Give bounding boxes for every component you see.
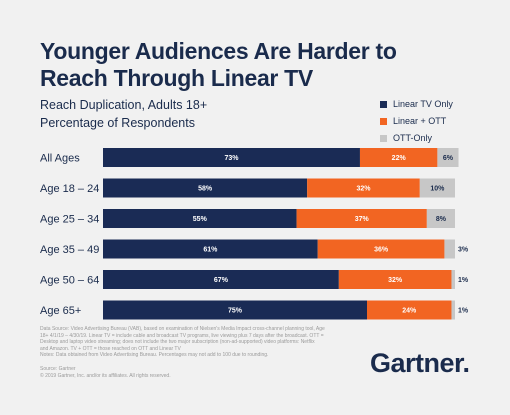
data-label-age-18-24-series-3: 10%	[430, 186, 445, 193]
bar-all-ages-series-1	[103, 148, 360, 167]
data-label-age-35-49-series-3: 3%	[458, 247, 469, 254]
data-label-age-25-34-series-3: 8%	[436, 216, 447, 223]
logo-text: Gartner	[370, 348, 463, 378]
bar-age-18-24-series-1	[103, 178, 308, 198]
data-label-age-65-series-1: 75%	[228, 308, 243, 315]
notes-line-1: Data Source: Video Advertising Bureau (V…	[40, 326, 325, 332]
bar-age-65-series-2	[367, 300, 452, 320]
chart-notes: Data Source: Video Advertising Bureau (V…	[40, 326, 360, 359]
bar-age-65-series-1	[103, 300, 367, 320]
data-label-age-50-64-series-3: 1%	[458, 277, 469, 284]
data-label-age-65-series-2: 24%	[402, 308, 417, 315]
bar-age-65-series-3	[451, 300, 455, 320]
bar-age-50-64-series-3	[451, 270, 455, 289]
data-label-age-50-64-series-2: 32%	[388, 277, 403, 284]
legend-label-linear-ott: Linear + OTT	[393, 116, 447, 126]
legend-item-ott-only: OTT-Only	[380, 130, 453, 146]
category-label-age-18-24: Age 18 – 24	[40, 183, 99, 195]
data-label-age-65-series-3: 1%	[458, 308, 469, 315]
copyright-line: © 2019 Gartner, Inc. and/or its affiliat…	[40, 373, 171, 379]
data-label-age-50-64-series-1: 67%	[214, 277, 229, 284]
data-label-all-ages-series-1: 73%	[224, 155, 239, 162]
legend-item-linear-ott: Linear + OTT	[380, 113, 453, 129]
category-label-age-65: Age 65+	[40, 305, 81, 317]
logo-dot: .	[462, 348, 471, 378]
bar-age-50-64-series-2	[338, 270, 452, 289]
data-label-age-18-24-series-1: 58%	[198, 186, 213, 193]
category-label-age-35-49: Age 35 – 49	[40, 244, 99, 256]
category-label-age-25-34: Age 25 – 34	[40, 214, 99, 226]
legend-label-ott-only: OTT-Only	[393, 133, 433, 143]
bar-all-ages-series-3	[437, 148, 459, 167]
bar-age-35-49-series-3	[444, 239, 455, 259]
chart-legend: Linear TV Only Linear + OTT OTT-Only	[380, 96, 453, 147]
chart-source: Source: Gartner © 2019 Gartner, Inc. and…	[40, 366, 171, 380]
legend-swatch-linear-tv-only	[380, 100, 387, 108]
data-label-age-35-49-series-1: 61%	[203, 247, 218, 254]
subtitle-line-1: Reach Duplication, Adults 18+	[40, 98, 208, 112]
chart-subtitle: Reach Duplication, Adults 18+ Percentage…	[40, 96, 207, 132]
legend-item-linear-tv-only: Linear TV Only	[380, 96, 453, 112]
data-label-age-25-34-series-1: 55%	[193, 216, 208, 223]
notes-line-2: 18+ 4/1/19 – 4/30/19. Linear TV = includ…	[40, 332, 324, 339]
bar-age-25-34-series-3	[426, 209, 455, 228]
bar-all-ages-series-2	[359, 148, 438, 167]
bar-age-35-49-series-2	[317, 239, 445, 259]
data-label-all-ages-series-2: 22%	[392, 155, 407, 162]
source-line-1: Source: Gartner	[40, 366, 76, 372]
data-label-age-25-34-series-2: 37%	[355, 216, 370, 223]
category-label-age-50-64: Age 50 – 64	[40, 275, 99, 287]
data-label-age-18-24-series-2: 32%	[356, 186, 371, 193]
bar-age-25-34-series-2	[296, 209, 427, 228]
bar-age-18-24-series-3	[419, 178, 455, 198]
legend-swatch-ott-only	[380, 134, 387, 142]
legend-label-linear-tv-only: Linear TV Only	[393, 99, 453, 109]
category-label-all-ages: All Ages	[40, 153, 80, 165]
data-label-age-35-49-series-2: 36%	[374, 247, 389, 254]
notes-line-5: Notes: Data obtained from Video Advertis…	[40, 352, 269, 358]
legend-swatch-linear-ott	[380, 117, 387, 125]
data-label-all-ages-series-3: 6%	[443, 155, 454, 162]
bar-age-35-49-series-1	[103, 239, 318, 259]
chart-title: Younger Audiences Are Harder to Reach Th…	[40, 38, 397, 91]
bar-age-50-64-series-1	[103, 270, 339, 289]
notes-line-3: Desktop and laptop video streaming; does…	[40, 339, 315, 345]
bar-age-18-24-series-2	[307, 178, 420, 198]
notes-line-4: and Amazon. TV + OTT = those reached on …	[40, 345, 181, 352]
gartner-logo: Gartner.	[370, 348, 470, 379]
subtitle-line-2: Percentage of Respondents	[40, 116, 195, 130]
bar-age-25-34-series-1	[103, 209, 297, 228]
